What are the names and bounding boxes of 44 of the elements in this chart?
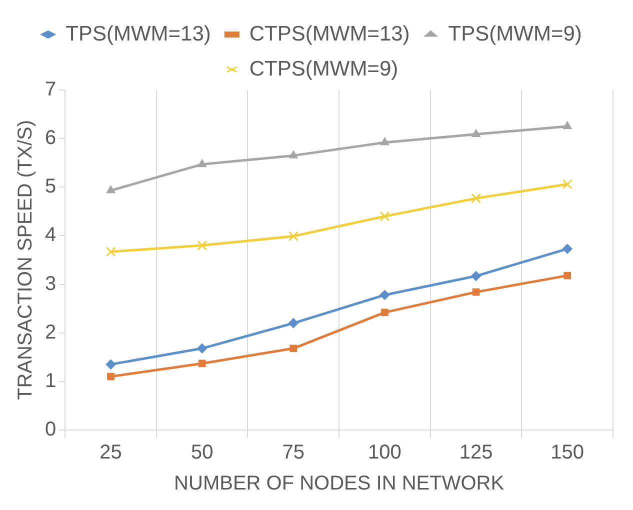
point (198, 159, 206, 168)
legend-label: CTPS(MWM=9) (249, 57, 398, 80)
point (471, 271, 482, 282)
legend-label: CTPS(MWM=13) (249, 22, 410, 46)
point (107, 372, 114, 380)
y-tick-label: 5 (45, 176, 56, 198)
y-tick-label: 0 (45, 418, 56, 441)
point (288, 318, 298, 328)
point (106, 186, 116, 194)
x-axis-title: NUMBER OF NODES IN NETWORK (174, 472, 505, 495)
y-axis-title: TRANSACTION SPEED (TX/S) (14, 120, 37, 400)
point (290, 344, 298, 352)
point (564, 272, 572, 280)
x-tick-label: 125 (459, 442, 493, 464)
point (380, 211, 390, 222)
point (472, 288, 480, 296)
point (197, 343, 208, 354)
x-tick-label: 25 (100, 442, 122, 464)
legend-label: TPS(MWM=13) (66, 22, 211, 46)
point (106, 359, 116, 370)
point (562, 179, 572, 190)
point (380, 137, 390, 146)
y-tick-label: 3 (45, 272, 56, 295)
point (197, 240, 208, 250)
point (471, 193, 482, 204)
point (562, 244, 572, 254)
y-tick-label: 1 (45, 370, 56, 392)
y-tick-label: 6 (45, 127, 56, 150)
point (380, 290, 390, 300)
point (106, 246, 116, 257)
x-tick-label: 150 (550, 442, 584, 464)
point (288, 231, 298, 242)
y-tick-label: 2 (45, 321, 56, 344)
legend-label: TPS(MWM=9) (448, 22, 582, 46)
point (381, 308, 388, 316)
y-tick-label: 4 (45, 224, 56, 246)
x-tick-label: 75 (282, 442, 305, 464)
x-tick-label: 100 (368, 442, 402, 464)
point (289, 150, 298, 158)
x-tick-label: 50 (190, 442, 214, 464)
point (198, 360, 206, 368)
point (562, 121, 572, 130)
y-tick-label: 7 (45, 78, 56, 101)
point (472, 129, 480, 137)
